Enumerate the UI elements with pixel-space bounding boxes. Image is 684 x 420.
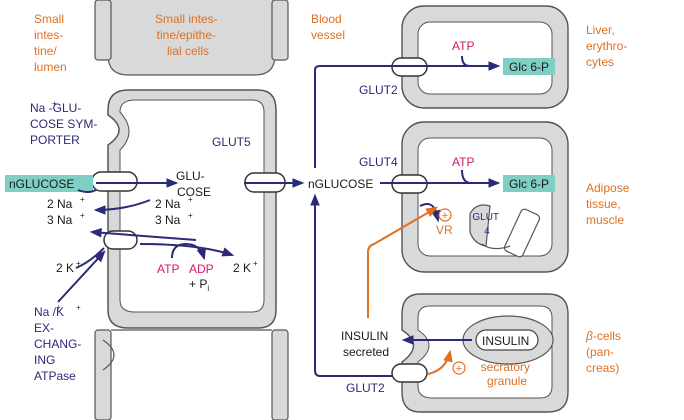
insulin-secreted: INSULIN secreted: [341, 329, 392, 359]
symporter-transporter: [91, 171, 138, 192]
atp-cell: ATP: [157, 262, 179, 276]
plus-granule-text: +: [456, 363, 462, 375]
glc6p-adipose: Glc 6-P: [509, 177, 549, 191]
epithelial-wall-right-upper: [271, 0, 289, 61]
arrow-atpase-label: [57, 250, 106, 303]
liver-cell: [401, 5, 569, 109]
arrow-atp-cell: [171, 242, 206, 261]
arrow-blood-to-liver: [314, 61, 501, 168]
atp-adipose: ATP: [452, 155, 474, 169]
arrow-atp-adipose: [461, 169, 471, 184]
label-glut4: GLUT4: [359, 155, 398, 169]
insulin-granule-box: [475, 329, 539, 351]
plus-vr-text: +: [442, 210, 448, 222]
glc6p-liver-box: [503, 58, 555, 75]
arrow-glut2-to-granule: [427, 349, 453, 375]
arrow-na-out: [93, 199, 151, 215]
glut2-beta-transporter: [391, 363, 428, 383]
label-lumen: Small intes- tine/ lumen: [34, 12, 67, 74]
label-blood-vessel: Blood vessel: [311, 12, 345, 42]
epithelial-cell-interior: [119, 99, 265, 313]
secretory-granule-label: secratory granule: [481, 360, 534, 388]
nglucose-lumen-box: [5, 175, 93, 192]
na-right-sup-2: +: [188, 211, 193, 220]
label-symporter: Na -GLU- COSE SYM- PORTER: [30, 101, 101, 147]
label-liver: Liver, erythro- cytes: [586, 23, 631, 69]
na-left: 2 Na 3 Na: [47, 197, 76, 227]
atpase-superscript-na: +: [56, 303, 61, 312]
symporter-superscript: +: [52, 99, 57, 108]
adipose-muscle-cell: [401, 121, 569, 273]
plus-circle-vr: [438, 208, 452, 222]
label-glut2-bottom: GLUT2: [346, 381, 385, 395]
label-glut5: GLUT5: [212, 135, 251, 149]
arrow-na-lumen: [77, 189, 97, 193]
nglucose-blood: nGLUCOSE: [308, 177, 373, 191]
arrow-na-k-exchange: [89, 227, 197, 241]
arrow-k-left: [75, 247, 105, 269]
arrow-insulin-to-vesicle: [367, 206, 439, 318]
lower-cell-squiggle: [102, 339, 115, 371]
epithelial-wall-right-lower: [271, 329, 289, 420]
label-adipose: Adipose tissue, muscle: [586, 181, 633, 227]
label-beta-cells: β-cells (pan- creas): [585, 329, 624, 375]
epithelial-wall-left-lower: [94, 329, 112, 420]
arrow-atp-liver: [461, 55, 471, 67]
label-glut2-top: GLUT2: [359, 83, 398, 97]
glut4-vesicle: [469, 204, 541, 258]
glc6p-liver: Glc 6-P: [509, 60, 549, 74]
epithelial-cell-top: [107, 0, 276, 76]
k-left: 2 K: [56, 261, 74, 275]
label-epithelial: Small intes- tine/epithe- lial cells: [155, 12, 221, 58]
epithelial-wall-left-upper: [94, 0, 112, 61]
na-right: 2 Na 3 Na: [155, 197, 184, 227]
insulin-granule-label: INSULIN: [482, 334, 529, 348]
glc6p-adipose-box: [503, 175, 555, 192]
pi-cell: + Pi: [189, 277, 209, 293]
na-left-sup-1: +: [80, 195, 85, 204]
vr-label: VR: [436, 223, 453, 237]
arrow-k-in: [139, 243, 235, 257]
arrow-beta-to-blood: [310, 193, 392, 377]
label-atpase: Na /K EX- CHANG- ING ATPase: [34, 305, 85, 383]
plus-circles: [438, 208, 466, 375]
na-left-sup-2: +: [80, 211, 85, 220]
orange-arrows: [367, 206, 453, 375]
adp-cell: ADP: [189, 262, 214, 276]
plus-circle-granule: [452, 361, 466, 375]
na-right-sup-1: +: [188, 195, 193, 204]
k-right: 2 K: [233, 261, 251, 275]
k-right-sup: +: [253, 259, 258, 268]
atpase-superscript-k: +: [76, 303, 81, 312]
glut4-vesicle-label: GLUT 4: [472, 212, 501, 237]
k-left-sup: +: [76, 259, 81, 268]
nglucose-lumen: nGLUCOSE: [9, 177, 74, 191]
glucose-in-cell: GLU- COSE: [176, 169, 211, 199]
epithelial-membranes: [94, 0, 289, 420]
navy-arrows: [57, 55, 501, 377]
atp-liver: ATP: [452, 39, 474, 53]
